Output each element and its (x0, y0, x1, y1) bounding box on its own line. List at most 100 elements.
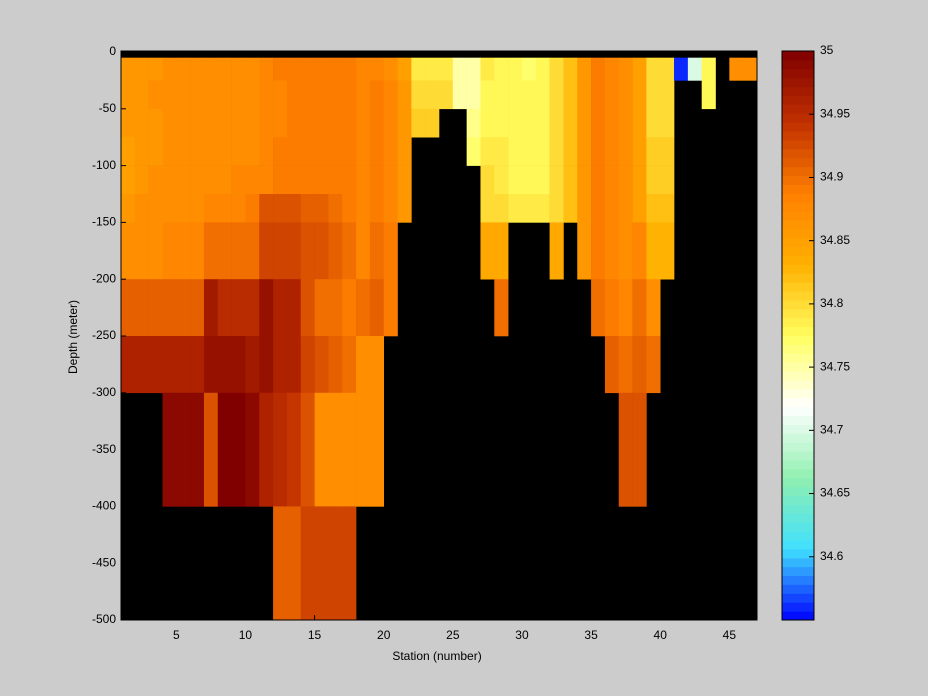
heatmap-cell (300, 336, 315, 394)
heatmap-cell (480, 57, 495, 81)
heatmap-cell (563, 194, 578, 223)
x-tick-label: 35 (584, 628, 598, 642)
colorbar-segment (782, 451, 814, 461)
heatmap-cell (300, 57, 315, 81)
heatmap-cell (245, 279, 260, 337)
colorbar-segment (782, 77, 814, 88)
colorbar-segment (782, 291, 814, 301)
heatmap-cell (217, 137, 232, 166)
heatmap-cell (162, 108, 177, 138)
heatmap-cell (300, 80, 315, 110)
heatmap-cell (632, 222, 647, 280)
colorbar-segment (782, 557, 814, 568)
heatmap-cell (286, 194, 302, 223)
heatmap-cell (521, 80, 537, 110)
heatmap-cell (604, 137, 620, 166)
heatmap-cell (314, 57, 329, 81)
colorbar-segment (782, 148, 814, 159)
heatmap-cell (369, 392, 384, 507)
y-tick-label: -500 (92, 612, 116, 626)
heatmap-cell (342, 392, 357, 507)
heatmap-cell (356, 108, 371, 138)
heatmap-cell (148, 165, 163, 195)
heatmap-cell (342, 279, 357, 337)
heatmap-cell (328, 392, 343, 507)
heatmap-cell (521, 165, 537, 195)
y-tick-label: -300 (92, 385, 116, 399)
colorbar-segment (782, 219, 814, 230)
heatmap-cell (383, 279, 398, 337)
y-tick-label: -100 (92, 158, 116, 172)
heatmap-cell (148, 336, 163, 394)
heatmap-cell (162, 222, 177, 280)
colorbar-segment (782, 504, 814, 514)
heatmap-cell (259, 165, 274, 195)
colorbar-segment (782, 415, 814, 425)
heatmap-cell (521, 194, 537, 223)
heatmap-cell (618, 194, 633, 223)
heatmap-cell (494, 222, 509, 280)
heatmap-cell (577, 222, 592, 280)
heatmap-cell (342, 80, 357, 110)
y-axis-label: Depth (meter) (66, 300, 80, 374)
heatmap-cell (618, 392, 633, 507)
heatmap-cell (162, 392, 177, 507)
colorbar-tick-label: 34.65 (820, 486, 850, 500)
heatmap-cell (259, 392, 274, 507)
heatmap-cell (521, 108, 537, 138)
heatmap-cell (369, 194, 384, 223)
heatmap-cell (577, 137, 592, 166)
heatmap-cell (203, 80, 219, 110)
heatmap-cell (452, 80, 467, 110)
heatmap-cell (397, 165, 412, 195)
colorbar-segment (782, 397, 814, 408)
heatmap-cell (245, 194, 260, 223)
y-tick-label: -50 (99, 101, 117, 115)
heatmap-cell (203, 336, 219, 394)
heatmap-cell (314, 194, 329, 223)
heatmap-cell (535, 165, 550, 195)
heatmap-cell (356, 57, 371, 81)
heatmap-cell (121, 108, 136, 138)
heatmap-cell (231, 165, 246, 195)
heatmap-cell (729, 57, 744, 81)
x-axis-label: Station (number) (392, 649, 481, 663)
heatmap-cell (328, 336, 343, 394)
heatmap-cell (508, 194, 523, 223)
heatmap-cell (245, 392, 260, 507)
heatmap-cell (563, 137, 578, 166)
heatmap-cell (314, 336, 329, 394)
heatmap-cell (494, 165, 509, 195)
colorbar-segment (782, 486, 814, 497)
heatmap-cell (328, 57, 343, 81)
heatmap-cell (480, 222, 495, 280)
heatmap-cell (162, 137, 177, 166)
heatmap-cell (369, 222, 384, 280)
heatmap-cell (397, 194, 412, 223)
colorbar-segment (782, 433, 814, 443)
colorbar-segment (782, 175, 814, 185)
colorbar-segment (782, 468, 814, 479)
heatmap-cell (494, 279, 509, 337)
heatmap-cell (121, 279, 136, 337)
heatmap-cell (508, 57, 523, 81)
colorbar-tick-label: 34.6 (820, 549, 844, 563)
colorbar-segment (782, 548, 814, 559)
y-tick-label: 0 (109, 44, 116, 58)
heatmap-cell (452, 57, 467, 81)
heatmap-cell (646, 279, 661, 337)
x-tick-label: 15 (308, 628, 322, 642)
heatmap-cell (314, 279, 329, 337)
heatmap-cell (397, 57, 412, 81)
heatmap-cell (203, 279, 219, 337)
heatmap-cell (190, 108, 205, 138)
heatmap-cell (245, 165, 260, 195)
heatmap-cell (286, 57, 302, 81)
heatmap-cell (273, 336, 288, 394)
heatmap-cell (121, 336, 136, 394)
heatmap-cell (383, 222, 398, 280)
heatmap-cell (203, 194, 219, 223)
heatmap-cell (286, 108, 302, 138)
colorbar-segment (782, 388, 814, 399)
heatmap-cell (508, 80, 523, 110)
